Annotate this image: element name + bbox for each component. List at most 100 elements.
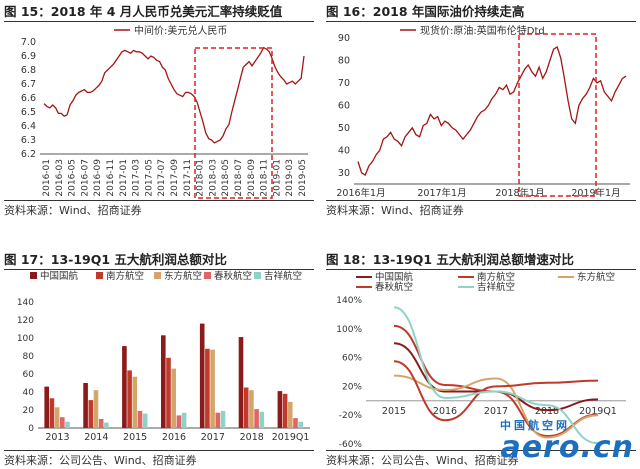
y-tick-label: 90 <box>338 33 350 44</box>
watermark-cn: 中国航空网 <box>500 419 570 432</box>
title-rule <box>4 21 314 22</box>
y-tick-label: 20% <box>342 382 362 392</box>
bar <box>137 410 143 428</box>
legend-label: 现货价:原油:英国布伦特Dtd <box>420 24 545 37</box>
legend-label: 南方航空 <box>477 271 515 283</box>
series-line <box>43 46 305 144</box>
x-tick-label: 2018-09 <box>247 159 257 197</box>
bar <box>54 407 60 428</box>
bar <box>65 421 70 428</box>
x-tick-label: 2016 <box>433 406 457 417</box>
x-tick-label: 2016-05 <box>68 159 78 197</box>
x-tick-label: 2016-11 <box>106 159 116 197</box>
series-line <box>393 374 599 439</box>
x-tick-label: 2019-05 <box>298 159 308 197</box>
bar <box>215 412 221 428</box>
legend-swatch <box>96 272 103 279</box>
panel-fig18: 图 18：13-19Q1 五大航利润总额增速对比 中国国航 南方航空 东方航空 春秋航… <box>326 250 636 467</box>
bar <box>83 383 88 428</box>
bar <box>132 376 138 428</box>
x-tick-label: 2016-07 <box>80 159 90 197</box>
highlight-box <box>518 33 597 197</box>
source-rule <box>4 450 314 451</box>
x-tick-label: 2017-09 <box>170 159 180 197</box>
y-tick-label: 6.2 <box>21 149 36 160</box>
y-tick-label: 6.4 <box>21 121 36 132</box>
y-tick-label: 60 <box>23 370 35 380</box>
x-tick-label: 2018年1月 <box>495 187 544 199</box>
y-tick-label: 70 <box>338 78 350 89</box>
bar <box>210 349 215 428</box>
x-tick-label: 2018-03 <box>208 159 218 197</box>
bar <box>104 422 109 428</box>
legend-swatch <box>254 272 261 279</box>
x-tick-label: 2019-01 <box>272 159 282 197</box>
bar <box>181 412 187 428</box>
legend-swatch <box>30 272 37 279</box>
y-tick-label: 100 <box>17 334 34 344</box>
x-tick-label: 2018-05 <box>221 159 231 197</box>
x-tick-label: 2017-05 <box>144 159 154 197</box>
legend-label: 中国国航 <box>40 270 79 282</box>
y-tick-label: 6.9 <box>21 51 36 62</box>
bar <box>98 419 104 428</box>
bar <box>88 400 94 428</box>
bar <box>298 421 303 428</box>
x-tick-label: 2018 <box>535 406 559 417</box>
y-tick-label: 140% <box>336 296 362 306</box>
legend-label: 吉祥航空 <box>477 281 515 293</box>
watermark-logo: aero.cn <box>500 430 634 465</box>
y-tick-label: 80 <box>338 55 350 66</box>
x-tick-label: 2015 <box>382 406 406 417</box>
title-rule <box>4 269 314 270</box>
bar <box>161 335 166 428</box>
bar <box>171 368 176 428</box>
bar <box>288 401 293 428</box>
y-tick-label: 140 <box>17 298 34 308</box>
profit-bar-chart: 中国国航 南方航空 东方航空 春秋航空 吉祥航空 140 120 100 80 60 40 20 0 20… <box>17 270 310 443</box>
y-tick-label: 80 <box>23 352 35 362</box>
series-line <box>393 306 599 445</box>
bar <box>122 346 127 428</box>
bar <box>44 386 49 428</box>
bar <box>60 417 65 428</box>
y-tick-label: 40 <box>23 388 35 398</box>
legend-label: 东方航空 <box>164 270 202 282</box>
x-tick-label: 2013 <box>45 432 69 443</box>
bar <box>293 418 298 428</box>
legend-label: 中间价:美元兑人民币 <box>134 24 227 37</box>
bar <box>205 348 210 428</box>
panel-title: 图 16：2018 年国际油价持续走高 <box>326 4 525 19</box>
panel-title: 图 18：13-19Q1 五大航利润总额增速对比 <box>326 252 574 267</box>
highlight-box <box>194 47 273 199</box>
y-tick-label: 6.8 <box>21 65 36 76</box>
y-tick-label: 6.7 <box>21 79 36 90</box>
bar <box>220 410 226 428</box>
panel-fig15: 图 15：2018 年 4 月人民币兑美元汇率持续贬值 中间价:美元兑人民币 7.… <box>4 2 314 218</box>
x-tick-label: 2018-01 <box>196 159 206 197</box>
panel-title: 图 17：13-19Q1 五大航利润总额对比 <box>4 252 227 267</box>
title-rule <box>326 269 636 270</box>
y-tick-label: 100% <box>336 325 362 335</box>
panel-fig16: 图 16：2018 年国际油价持续走高 现货价:原油:英国布伦特Dtd 90 80 7… <box>326 2 636 218</box>
source-rule <box>326 200 636 201</box>
y-tick-label: -20% <box>339 411 363 421</box>
bar <box>282 393 288 428</box>
series-line <box>393 360 599 422</box>
x-tick-label: 2019Q1 <box>272 432 310 443</box>
title-rule <box>326 21 636 22</box>
legend-label: 春秋航空 <box>214 270 252 282</box>
source-rule <box>326 450 636 451</box>
bar <box>93 390 99 428</box>
bar <box>249 390 254 428</box>
x-tick-label: 2018-11 <box>260 159 270 197</box>
panel-title: 图 15：2018 年 4 月人民币兑美元汇率持续贬值 <box>4 4 283 19</box>
bar <box>199 323 205 428</box>
bar <box>259 411 265 428</box>
bar <box>238 337 244 428</box>
legend-swatch <box>204 272 211 279</box>
x-tick-label: 2016年1月 <box>336 187 385 199</box>
x-tick-label: 2016-01 <box>42 159 52 197</box>
legend-label: 吉祥航空 <box>264 270 302 282</box>
